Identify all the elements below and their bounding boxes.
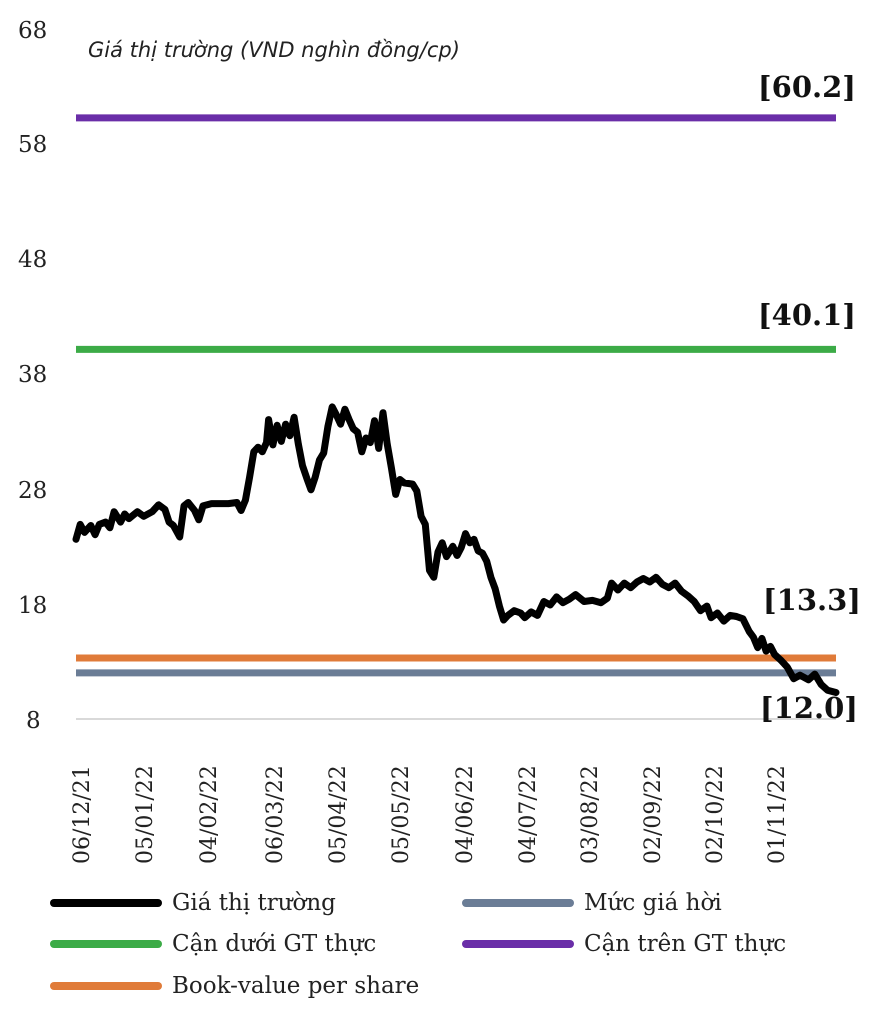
annotation-bargain-price: [12.0]	[760, 691, 858, 725]
legend-label: Book-value per share	[172, 973, 420, 999]
x-tick-label: 06/03/22	[263, 765, 288, 864]
annotation-lower-bound: [40.1]	[758, 298, 856, 332]
legend-label: Mức giá hời	[584, 890, 722, 916]
y-tick-label: 18	[18, 593, 47, 619]
legend-swatch	[50, 982, 162, 990]
x-tick-label: 04/02/22	[197, 765, 222, 864]
reference-lines	[76, 114, 836, 677]
x-tick-label: 04/07/22	[516, 765, 541, 864]
legend-item-lower-bound: Cận dưới GT thực	[50, 931, 376, 957]
y-tick-label: 28	[18, 478, 47, 504]
chart-subtitle: Giá thị trường (VND nghìn đồng/cp)	[88, 38, 460, 62]
y-tick-label: 48	[18, 247, 47, 273]
legend: Giá thị trường Mức giá hời Cận dưới GT t…	[0, 880, 872, 1020]
annotation-book-value: [13.3]	[763, 583, 861, 617]
x-tick-label: 01/11/22	[765, 765, 790, 864]
series-line-market-price	[72, 403, 840, 696]
x-tick-label: 02/09/22	[641, 765, 666, 864]
x-tick-label: 05/05/22	[389, 765, 414, 864]
x-axis-ticks: 06/12/21 05/01/22 04/02/22 06/03/22 05/0…	[70, 765, 790, 864]
y-tick-label: 8	[26, 708, 41, 734]
y-tick-label: 58	[18, 132, 47, 158]
x-tick-label: 05/01/22	[133, 765, 158, 864]
x-tick-label: 06/12/21	[70, 765, 95, 864]
legend-label: Giá thị trường	[172, 890, 336, 916]
legend-swatch	[50, 899, 162, 907]
x-tick-label: 03/08/22	[578, 765, 603, 864]
legend-swatch	[462, 940, 574, 948]
legend-swatch	[462, 899, 574, 907]
legend-label: Cận trên GT thực	[584, 931, 787, 957]
legend-item-upper-bound: Cận trên GT thực	[462, 931, 786, 957]
legend-swatch	[50, 940, 162, 948]
x-tick-label: 05/04/22	[326, 765, 351, 864]
annotation-upper-bound: [60.2]	[758, 70, 856, 104]
x-tick-label: 04/06/22	[453, 765, 478, 864]
legend-item-book-value: Book-value per share	[50, 973, 419, 999]
legend-label: Cận dưới GT thực	[172, 931, 377, 957]
legend-item-bargain-price: Mức giá hời	[462, 890, 722, 916]
y-tick-label: 38	[18, 362, 47, 388]
y-tick-label: 68	[18, 18, 47, 44]
x-tick-label: 02/10/22	[703, 765, 728, 864]
legend-item-market-price: Giá thị trường	[50, 890, 336, 916]
y-axis-ticks: 68 58 48 38 28 18 8	[18, 18, 47, 734]
